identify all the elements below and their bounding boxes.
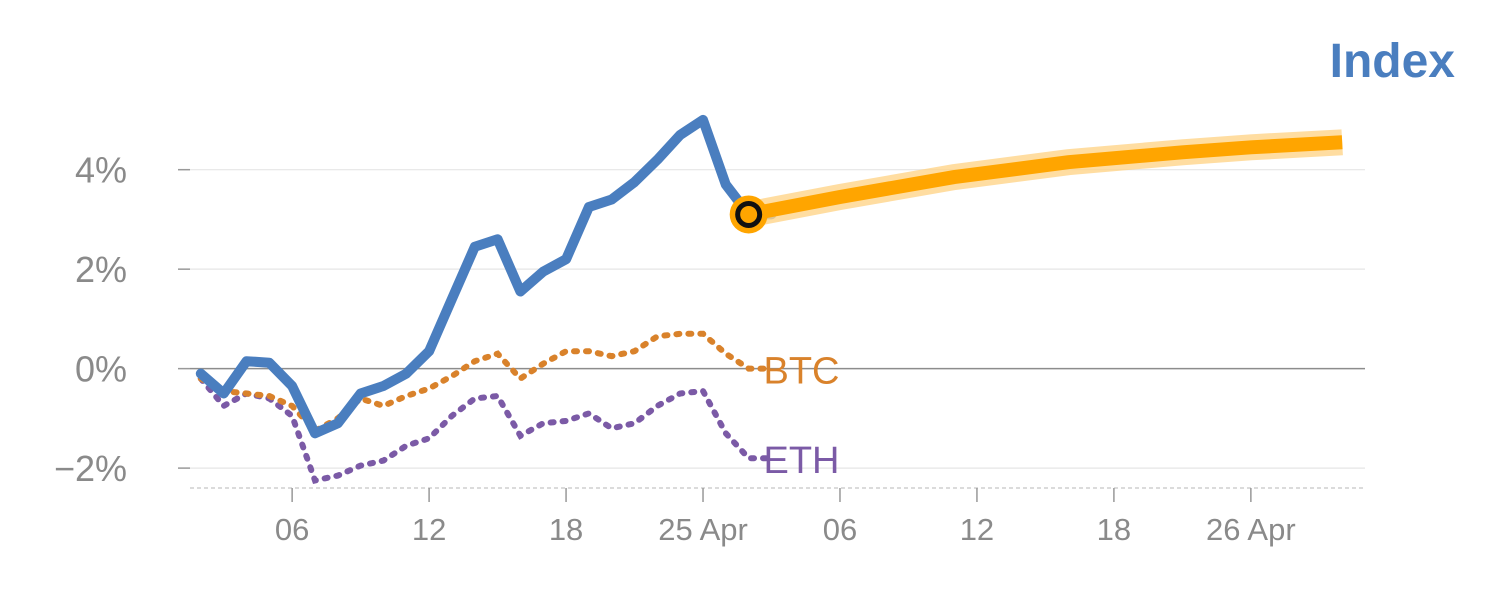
current-point-marker (735, 200, 763, 228)
btc-series-line (197, 330, 775, 435)
eth-series-line (197, 375, 775, 484)
x-tick-label: 12 (412, 512, 446, 547)
x-tick-label: 25 Apr (658, 512, 748, 547)
x-tick-label: 18 (1097, 512, 1131, 547)
btc-label: BTC (764, 351, 840, 393)
chart-title: Index (1329, 35, 1455, 88)
x-tick-label: 06 (275, 512, 309, 547)
x-tick-label: 26 Apr (1206, 512, 1296, 547)
x-tick-label: 18 (549, 512, 583, 547)
y-tick-label: 4% (75, 150, 127, 191)
eth-label: ETH (764, 440, 840, 482)
y-tick-label: −2% (54, 448, 127, 489)
y-tick-label: 2% (75, 249, 127, 290)
forecast-line (747, 135, 1343, 222)
index-series-line (195, 114, 777, 439)
y-tick-label: 0% (75, 349, 127, 390)
x-tick-label: 06 (823, 512, 857, 547)
x-tick-label: 12 (960, 512, 994, 547)
